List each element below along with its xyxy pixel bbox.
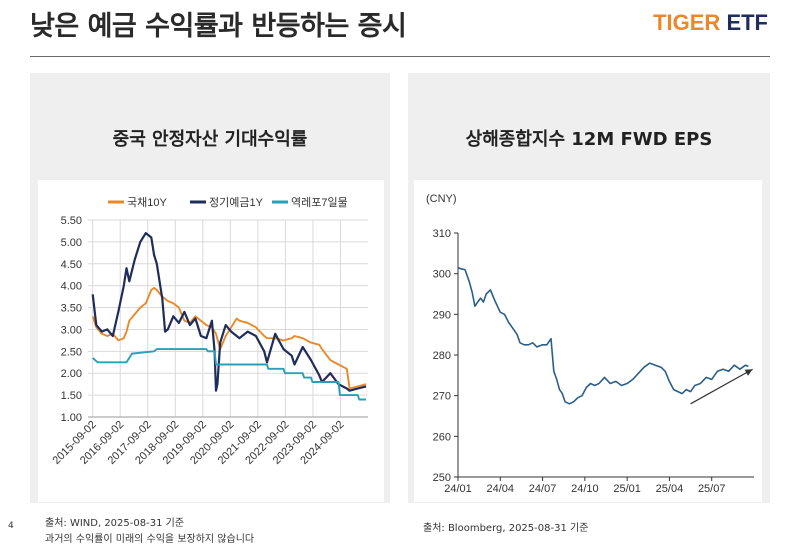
source-note-right: 출처: Bloomberg, 2025-08-31 기준 — [423, 523, 589, 534]
y-tick-label: 260 — [433, 431, 451, 443]
disclaimer-note: 과거의 수익률이 미래의 수익을 보장하지 않습니다 — [45, 534, 255, 545]
y-tick-label: 290 — [433, 309, 451, 321]
right-chart-area: (CNY) 250 260 270 280 290 300 310 24/01 24/04 24/0… — [414, 180, 762, 502]
left-chart-panel: 중국 안정자산 기대수익률 1.00 1.50 2.00 2.50 3.00 3.50 4.… — [30, 73, 390, 503]
x-tick-label: 25/07 — [698, 483, 726, 495]
brand-logo-part2: ETF — [720, 10, 768, 35]
y-tick-label: 5.50 — [61, 215, 82, 227]
y-tick-label: 2.50 — [61, 346, 82, 358]
x-tick-label: 25/01 — [613, 483, 641, 495]
y-tick-label: 4.00 — [61, 281, 82, 293]
series-line-3 — [92, 348, 367, 401]
y-tick-label: 1.50 — [61, 390, 82, 402]
y-tick-label: 3.00 — [61, 324, 82, 336]
legend-label-1: 국채10Y — [127, 196, 167, 209]
eps-line-chart: (CNY) 250 260 270 280 290 300 310 24/01 24/04 24/0… — [426, 193, 754, 495]
x-tick-label: 24/10 — [571, 483, 599, 495]
x-tick-label: 24/07 — [529, 483, 557, 495]
series-line-2 — [91, 232, 367, 392]
y-tick-label: 4.50 — [61, 259, 82, 271]
y-tick-label: 1.00 — [61, 412, 82, 424]
header-divider — [30, 56, 770, 57]
y-tick-label: 280 — [433, 350, 451, 362]
right-chart-title: 상해종합지수 12M FWD EPS — [465, 129, 713, 150]
y-tick-label: 270 — [433, 391, 451, 403]
x-tick-label: 24/01 — [444, 483, 472, 495]
trend-arrow-line — [690, 368, 753, 405]
brand-logo: TIGER ETF — [653, 10, 768, 36]
page-number: 4 — [8, 521, 14, 531]
left-chart-title: 중국 안정자산 기대수익률 — [112, 129, 308, 150]
x-tick-label: 24/04 — [487, 483, 515, 495]
y-tick-label: 300 — [433, 269, 451, 281]
x-tick-label: 25/04 — [656, 483, 684, 495]
left-chart-area: 1.00 1.50 2.00 2.50 3.00 3.50 4.00 4.50 5.00 5.50… — [38, 180, 384, 502]
brand-logo-part1: TIGER — [653, 10, 721, 35]
legend-label-3: 역레포7일물 — [291, 195, 348, 209]
yield-line-chart: 1.00 1.50 2.00 2.50 3.00 3.50 4.00 4.50 5.00 5.50… — [51, 195, 368, 467]
source-note-left: 출처: WIND, 2025-08-31 기준 — [45, 518, 185, 529]
legend-label-2: 정기예금1Y — [209, 196, 264, 209]
trend-arrow-head — [744, 369, 753, 376]
y-tick-label: 2.00 — [61, 368, 82, 380]
y-tick-label: 5.00 — [61, 237, 82, 249]
y-tick-label: 310 — [433, 228, 451, 240]
y-unit-label: (CNY) — [426, 193, 457, 205]
eps-series-line — [457, 266, 749, 405]
right-chart-panel: 상해종합지수 12M FWD EPS (CNY) 250 260 270 280 290 3… — [408, 73, 770, 503]
page-title: 낮은 예금 수익률과 반등하는 증시 — [30, 11, 407, 42]
y-tick-label: 250 — [433, 472, 451, 484]
y-tick-label: 3.50 — [61, 303, 82, 315]
